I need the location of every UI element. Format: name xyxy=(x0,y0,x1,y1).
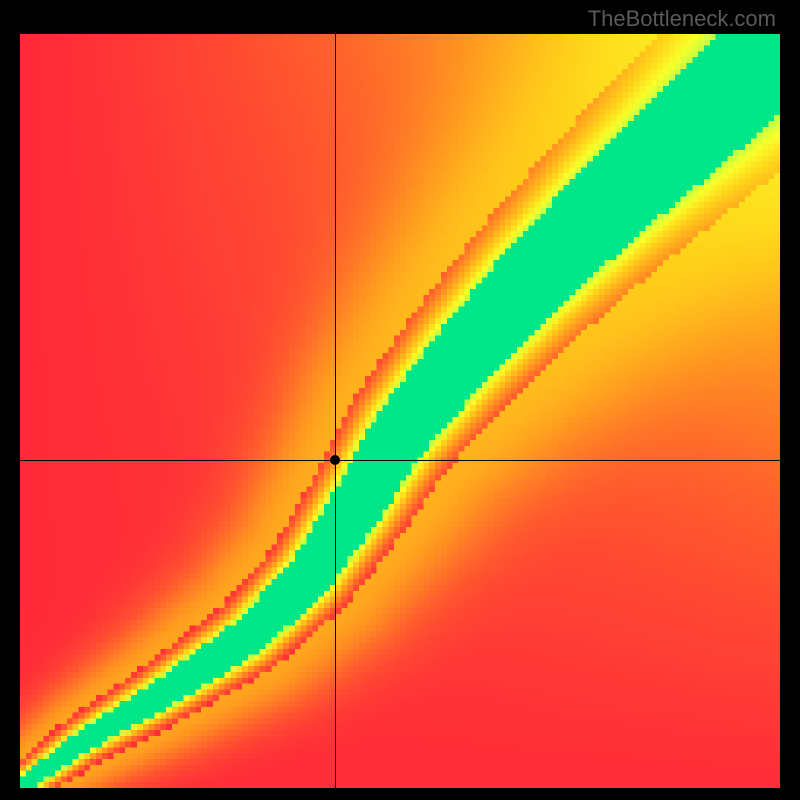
watermark-text: TheBottleneck.com xyxy=(588,6,776,32)
marker-point xyxy=(330,455,340,465)
crosshair-horizontal xyxy=(20,460,780,461)
plot-area xyxy=(20,34,780,788)
chart-container: TheBottleneck.com xyxy=(0,0,800,800)
crosshair-vertical xyxy=(335,34,336,788)
heatmap-canvas xyxy=(20,34,780,788)
